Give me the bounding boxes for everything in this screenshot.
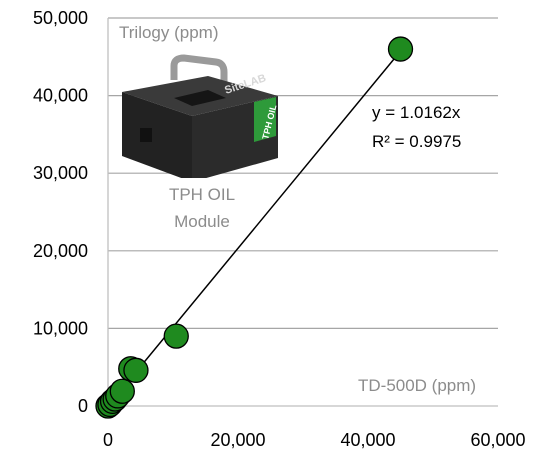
data-point [123,357,149,383]
x-tick-label: 40,000 [340,430,395,450]
x-tick-label: 60,000 [470,430,525,450]
trendline-equation: y = 1.0162x [372,103,461,122]
x-axis-title: TD-500D (ppm) [358,376,476,395]
y-tick-label: 30,000 [33,163,88,183]
y-axis-title: Trilogy (ppm) [119,23,219,42]
x-tick-label: 20,000 [210,430,265,450]
data-point [387,36,414,62]
y-tick-label: 20,000 [33,241,88,261]
tph-oil-module-icon: TPH OIL SiteLAB [122,54,279,182]
x-tick-label: 0 [103,430,113,450]
module-label-line1: TPH OIL [169,185,235,204]
data-point [163,323,189,349]
module-label-background [152,178,256,236]
data-points [95,36,414,419]
module-label-line2: Module [174,212,230,231]
trendline-group [107,48,404,407]
trendline-r-squared: R² = 0.9975 [372,132,461,151]
y-tick-label: 40,000 [33,86,88,106]
y-tick-label: 10,000 [33,318,88,338]
trendline [107,48,404,407]
x-tick-labels: 0 20,000 40,000 60,000 [103,430,526,450]
data-point [109,378,135,404]
y-tick-label: 0 [78,396,88,416]
y-tick-labels: 0 10,000 20,000 30,000 40,000 50,000 [33,8,88,416]
y-tick-label: 50,000 [33,8,88,28]
gridlines [108,17,498,329]
